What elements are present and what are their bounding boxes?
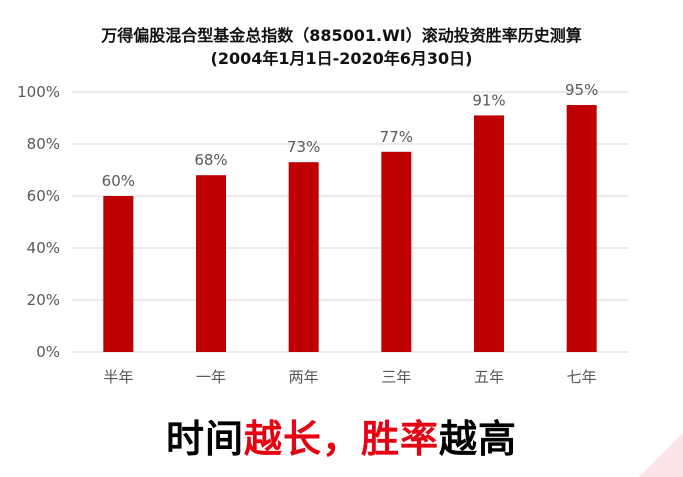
caption-part-1: 时间 xyxy=(165,417,244,461)
bar xyxy=(381,151,412,352)
caption: 时间越长，胜率越高 xyxy=(0,408,683,463)
y-tick-label: 80% xyxy=(27,135,60,153)
bar xyxy=(474,115,504,353)
data-label: 68% xyxy=(194,151,227,169)
data-label: 91% xyxy=(472,91,505,109)
x-tick-label: 两年 xyxy=(289,368,319,386)
data-label: 73% xyxy=(287,138,320,156)
y-tick-label: 20% xyxy=(27,291,60,309)
x-tick-label: 半年 xyxy=(103,368,133,386)
chart-subtitle: (2004年1月1日-2020年6月30日) xyxy=(210,49,473,68)
y-tick-label: 40% xyxy=(27,239,60,257)
x-tick-label: 五年 xyxy=(474,368,504,386)
chart-title: 万得偏股混合型基金总指数（885001.WI）滚动投资胜率历史测算 xyxy=(101,26,582,45)
bar xyxy=(196,175,226,352)
x-tick-label: 三年 xyxy=(381,368,411,386)
corner-decoration xyxy=(639,433,683,477)
data-label: 60% xyxy=(102,172,135,190)
caption-part-2: 越长， xyxy=(243,417,361,461)
bar xyxy=(103,196,134,352)
x-tick-label: 七年 xyxy=(567,368,597,386)
data-label: 95% xyxy=(565,81,598,99)
bar xyxy=(566,105,597,352)
data-label: 77% xyxy=(380,128,413,146)
y-tick-label: 60% xyxy=(27,187,60,205)
y-tick-label: 100% xyxy=(17,83,60,101)
bar xyxy=(288,162,319,352)
x-tick-label: 一年 xyxy=(196,368,226,386)
y-tick-label: 0% xyxy=(36,343,60,361)
caption-part-4: 越高 xyxy=(439,417,518,461)
bar-chart: 0% 20% 40% 60% 80% 100% 60% 半年 68% 一年 73% 两年 77% 三年 91… xyxy=(17,81,628,386)
caption-part-3: 胜率 xyxy=(361,417,440,461)
